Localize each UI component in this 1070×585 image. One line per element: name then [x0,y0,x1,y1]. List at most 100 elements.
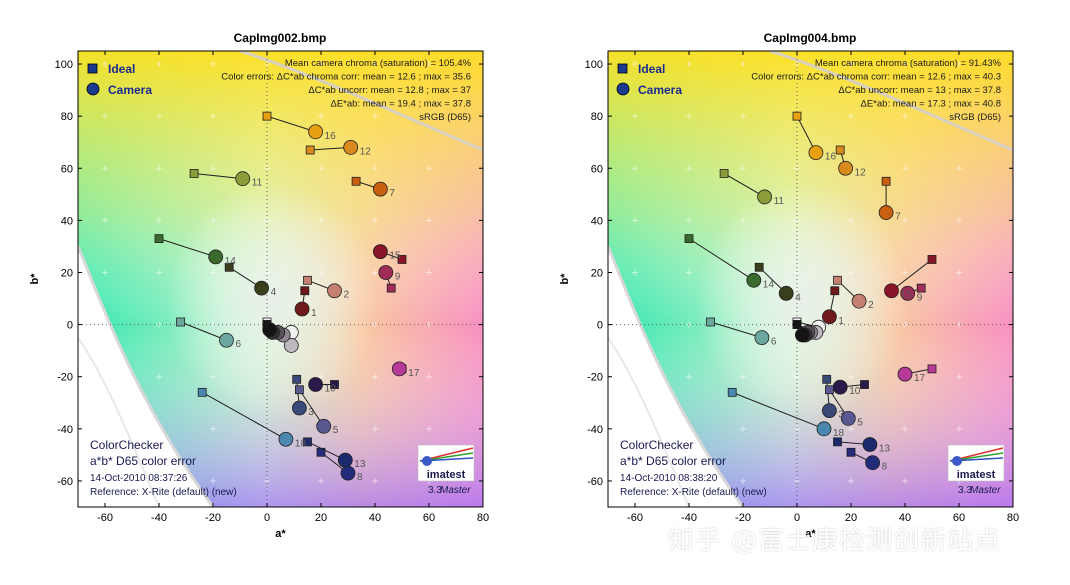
gamut-inner-line [608,337,690,507]
grid-cross [686,61,692,68]
stats-line-2: ΔC*ab uncorr: mean = 13 ; max = 37.8 [838,85,1001,96]
ideal-marker-9 [916,283,926,293]
camera-marker-3 [822,403,837,418]
grid-cross [372,477,378,484]
grid-cross [102,113,108,120]
grid-cross [686,477,692,484]
grid-cross [632,61,638,68]
grid-cross [956,373,962,380]
stats-line-2: ΔC*ab uncorr: mean = 12.8 ; max = 37 [308,85,471,96]
grid-cross [686,373,692,380]
x-tick-label: 80 [477,512,489,524]
grid-cross [426,113,432,120]
y-tick-label: 0 [67,320,73,332]
grid-cross [956,217,962,224]
camera-marker-9 [900,285,916,301]
patch-label-16: 16 [325,131,337,142]
camera-marker-6 [754,330,770,346]
ideal-marker-13 [833,437,842,447]
gamut-boundary-line [78,245,215,507]
camera-marker-12 [838,160,853,176]
footer-title: ColorChecker [90,438,163,452]
camera-marker-13 [862,437,878,452]
ideal-marker-4 [754,262,764,272]
camera-marker-16 [308,124,324,140]
plot-frame [77,50,484,508]
chart-title: CapImg002.bmp [234,31,327,45]
grid-cross [102,425,108,432]
x-tick-label: -60 [97,512,113,524]
stats-line-4: sRGB (D65) [419,112,471,123]
ideal-marker-14 [154,234,164,244]
grid-cross [794,61,800,68]
grid-cross [156,425,162,432]
legend-ideal-label: Ideal [638,62,665,76]
out-of-gamut-region [608,246,743,507]
camera-marker-2 [851,293,867,309]
grid-cross [902,61,908,68]
camera-marker-20 [283,338,299,353]
chart-left: CapImg002.bmp-60 -40 -20 0 20 40 60 80-60-40-20… [29,31,489,540]
y-tick-label: 80 [591,111,603,123]
x-tick-label: 40 [369,512,381,524]
grid-cross [102,165,108,172]
grid-cross [956,113,962,120]
patch-label-8: 8 [357,472,363,483]
footer-timestamp: 14-Oct-2010 08:38:20 [620,473,718,484]
patch-label-2: 2 [868,300,874,311]
y-tick-label: 80 [61,111,73,123]
camera-marker-7 [878,205,894,220]
stats-line-1: Color errors: ΔC*ab chroma corr: mean = … [221,72,471,83]
ideal-marker-3 [292,374,302,384]
stats-line-0: Mean camera chroma (saturation) = 105.4% [285,58,472,69]
x-tick-label: 80 [1007,512,1019,524]
y-tick-label: 40 [61,215,73,227]
patch-label-10: 10 [849,386,861,397]
grid-cross [902,165,908,172]
grid-cross [102,217,108,224]
grid-cross [372,61,378,68]
grid-cross [794,165,800,172]
ideal-marker-1 [830,286,840,296]
camera-marker-18 [816,421,832,437]
gamut-top-boundary [769,51,1013,152]
patch-label-9: 9 [395,271,401,282]
error-line-6 [180,321,227,341]
camera-marker-1 [294,301,310,317]
grid-cross [794,477,800,484]
grid-cross [156,61,162,68]
ideal-marker-5 [294,385,304,395]
grid-cross [632,165,638,172]
ideal-marker-15 [397,255,407,264]
grid-cross [102,61,108,68]
stats-line-3: ΔE*ab: mean = 19.4 ; max = 37.8 [331,99,472,110]
ideal-marker-1 [300,286,310,296]
ideal-marker-6 [706,317,715,327]
footer-title: ColorChecker [620,438,693,452]
ideal-marker-13 [303,437,312,447]
grid-cross [740,113,746,120]
grid-cross [210,269,216,276]
patch-label-13: 13 [354,459,366,470]
footer-subtitle: a*b* D65 color error [620,454,726,468]
camera-marker-10 [308,377,324,392]
grid-cross [210,61,216,68]
error-line-14 [158,238,216,258]
grid-cross [848,373,854,380]
grid-cross [372,113,378,120]
grid-cross [156,217,162,224]
ideal-marker-7 [351,176,361,186]
plot-frame [607,50,1014,508]
x-tick-label: -40 [151,512,167,524]
x-tick-label: 20 [315,512,327,524]
ideal-marker-15 [927,255,937,264]
patch-label-3: 3 [838,410,844,421]
ideal-marker-18 [727,387,737,397]
logo-version: 3.3 [958,485,972,496]
patch-label-13: 13 [879,443,891,454]
patch-label-8: 8 [882,462,888,473]
grid-cross [264,165,270,172]
